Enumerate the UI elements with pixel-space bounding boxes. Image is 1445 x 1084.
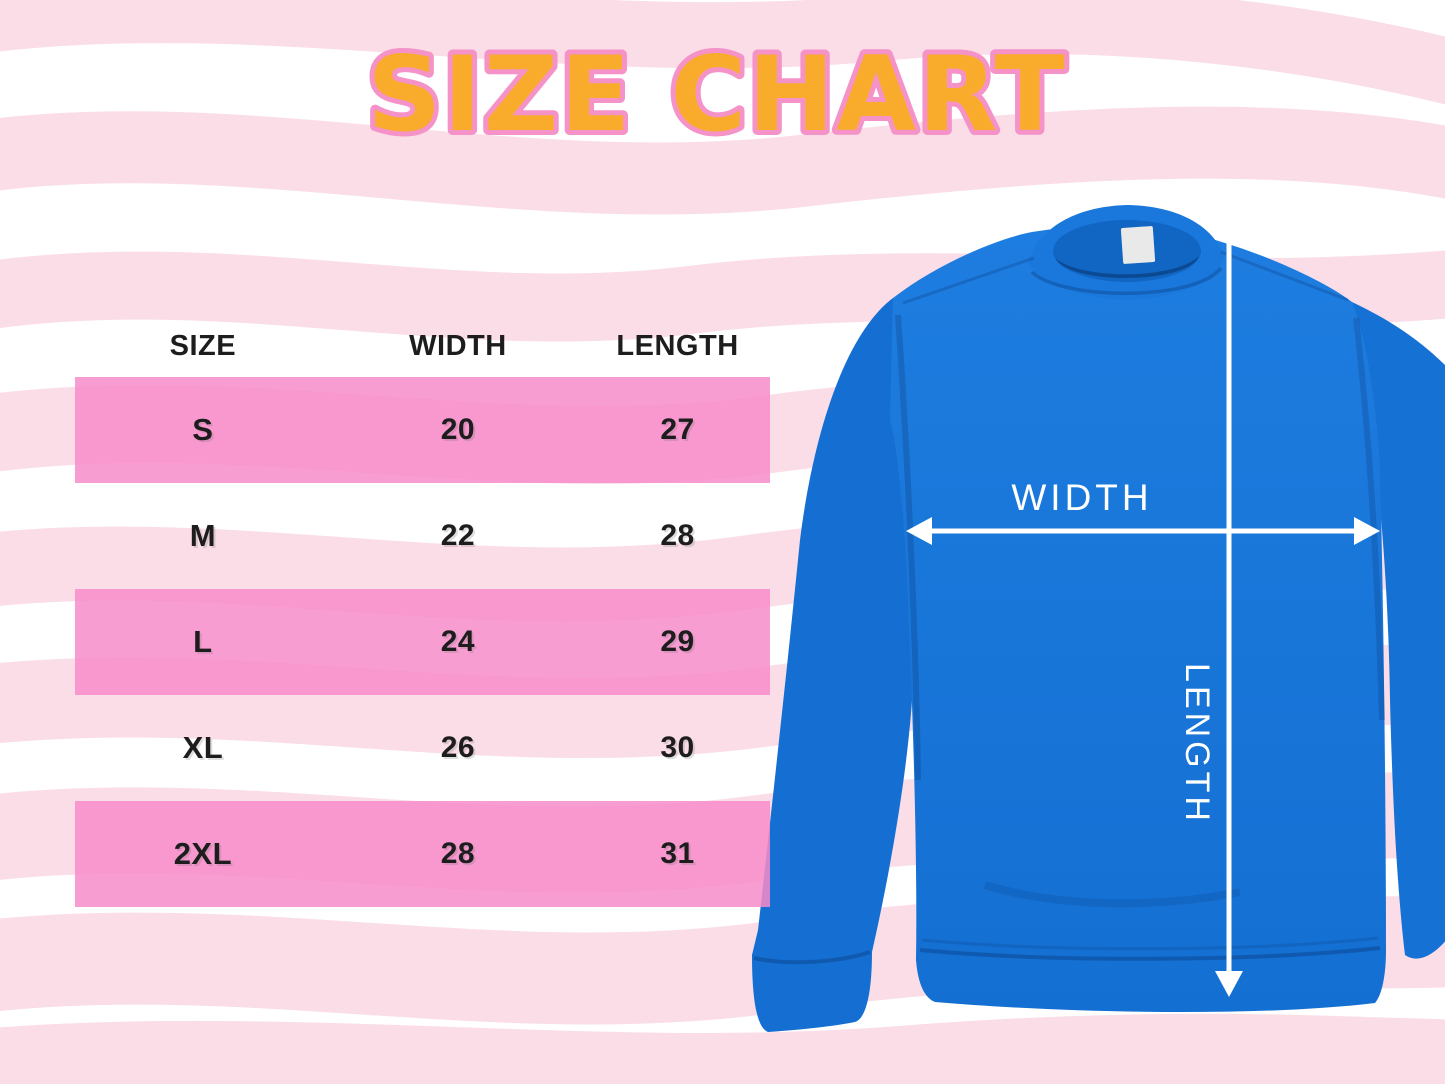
table-row: L 24 29 <box>75 589 770 695</box>
size-cell: S <box>75 412 331 448</box>
width-measure-label: WIDTH <box>962 478 1202 518</box>
left-sleeve <box>752 298 913 1032</box>
length-cell: 27 <box>585 413 770 447</box>
page-title: SIZE CHART <box>367 35 1067 155</box>
table-row: S 20 27 <box>75 377 770 483</box>
size-cell: XL <box>75 730 331 766</box>
length-cell: 30 <box>585 731 770 765</box>
size-cell: M <box>75 518 331 554</box>
width-cell: 26 <box>331 731 585 765</box>
size-chart-graphic: SIZE CHART SIZE WIDTH LENGTH S 20 27 M 2… <box>0 0 1445 1084</box>
length-measure-label: LENGTH <box>1177 624 1217 864</box>
header-length: LENGTH <box>585 330 770 363</box>
table-header-row: SIZE WIDTH LENGTH <box>75 315 770 377</box>
table-row: M 22 28 <box>75 483 770 589</box>
length-cell: 28 <box>585 519 770 553</box>
width-cell: 24 <box>331 625 585 659</box>
header-width: WIDTH <box>331 330 585 363</box>
length-cell: 29 <box>585 625 770 659</box>
collar-tag <box>1121 226 1155 264</box>
width-cell: 20 <box>331 413 585 447</box>
table-row: XL 26 30 <box>75 695 770 801</box>
size-table: SIZE WIDTH LENGTH S 20 27 M 22 28 L 24 2… <box>75 315 770 907</box>
size-cell: L <box>75 624 331 660</box>
length-cell: 31 <box>585 837 770 871</box>
body <box>890 226 1386 1012</box>
width-cell: 22 <box>331 519 585 553</box>
width-cell: 28 <box>331 837 585 871</box>
header-size: SIZE <box>75 330 331 363</box>
size-cell: 2XL <box>75 836 331 872</box>
table-row: 2XL 28 31 <box>75 801 770 907</box>
title-banner: SIZE CHART <box>0 0 1445 170</box>
